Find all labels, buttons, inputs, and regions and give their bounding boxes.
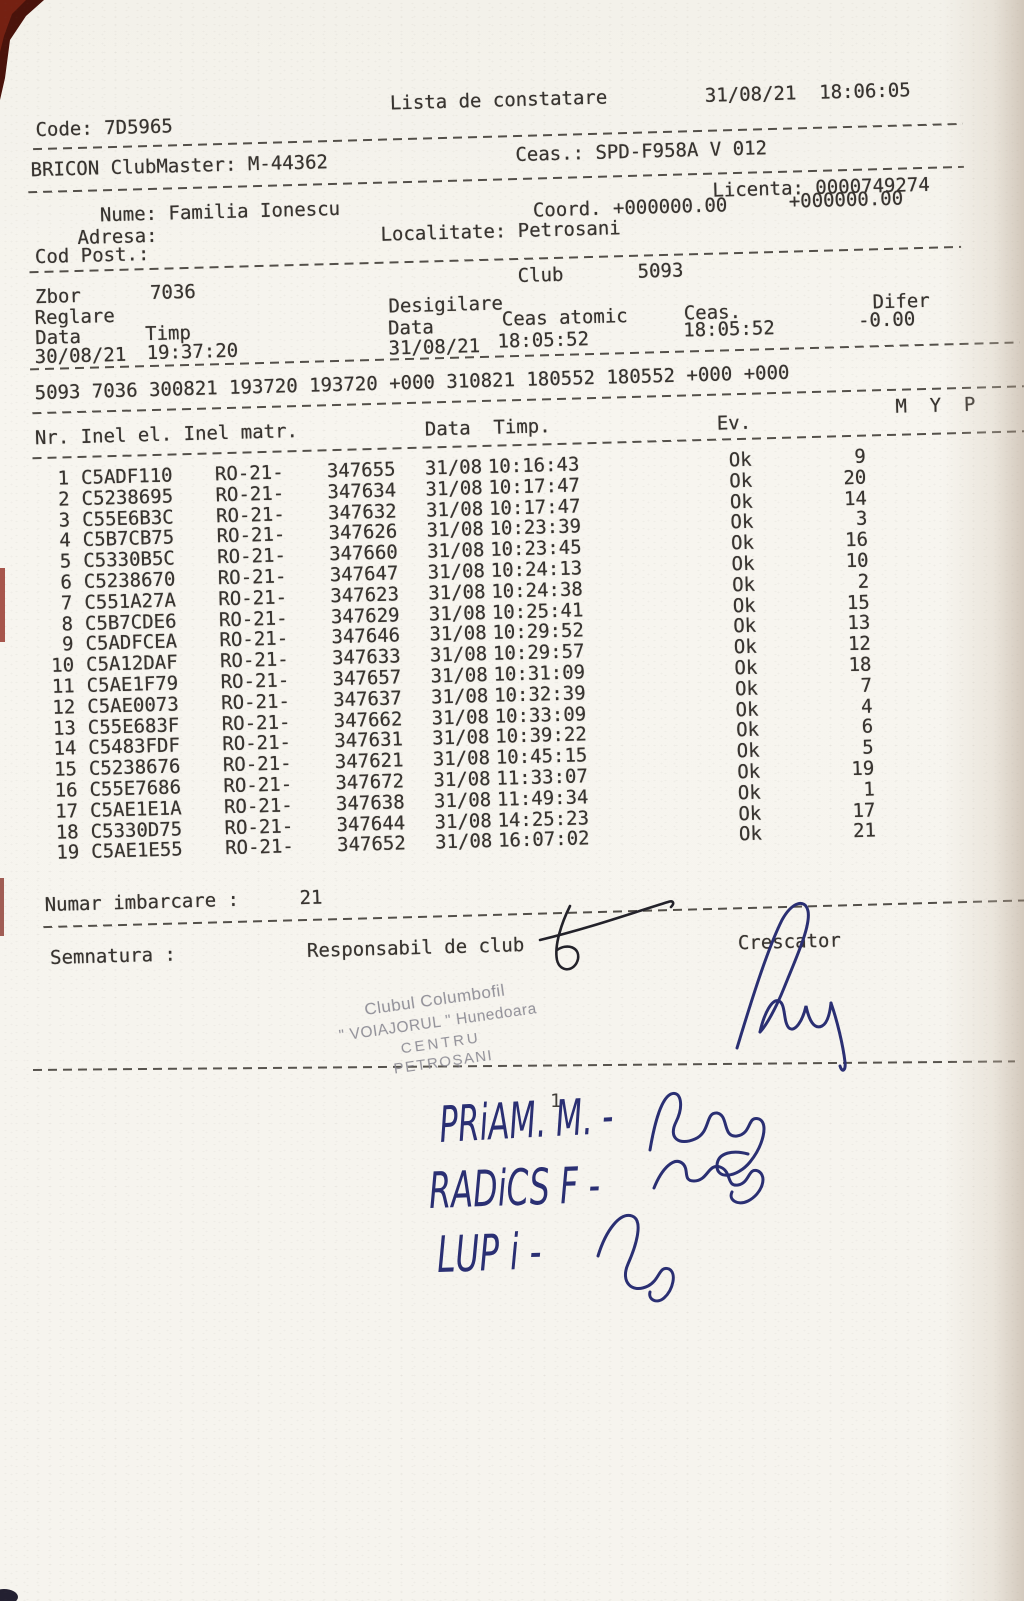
row-nr: 19 bbox=[56, 841, 80, 865]
responsabil-label: Responsabil de club bbox=[306, 934, 525, 962]
row-ev: Ok bbox=[736, 739, 760, 763]
row-ord: 21 bbox=[852, 819, 877, 843]
zbor-label: Zbor bbox=[34, 284, 82, 309]
row-ev: Ok bbox=[735, 698, 759, 721]
club-label: Club bbox=[517, 263, 564, 288]
numar-imbarcare-value: 21 bbox=[299, 886, 323, 910]
row-ev: Ok bbox=[738, 822, 763, 846]
row-ev: Ok bbox=[728, 448, 752, 472]
clock-device-field: Ceas.: SPD-F958A V 012 bbox=[515, 137, 768, 167]
row-ev: Ok bbox=[729, 490, 754, 513]
desigilare-label: Desigilare bbox=[388, 292, 504, 318]
row-timp: 16:07:02 bbox=[497, 827, 590, 853]
coord2-field: +000000.00 bbox=[788, 187, 904, 213]
row-data: 31/08 bbox=[428, 580, 486, 605]
page-title: Lista de constatare bbox=[389, 86, 608, 115]
club-value: 5093 bbox=[637, 259, 684, 283]
localitate-field: Localitate: Petrosani bbox=[380, 217, 621, 246]
difer-value: -0.00 bbox=[857, 308, 916, 332]
row-data: 31/08 bbox=[425, 476, 483, 501]
row-ev: Ok bbox=[730, 511, 754, 534]
row-ev: Ok bbox=[734, 677, 759, 701]
row-ev: Ok bbox=[734, 656, 758, 680]
col-header-myp: M Y P bbox=[895, 393, 976, 418]
row-nr: 12 bbox=[52, 696, 76, 719]
numar-imbarcare-label: Numar imbarcare : bbox=[44, 888, 240, 917]
row-ev: Ok bbox=[738, 802, 762, 825]
row-ev: Ok bbox=[732, 594, 756, 617]
handwritten-name-3: LUP i - bbox=[435, 1222, 543, 1284]
zbor-value: 7036 bbox=[149, 280, 197, 305]
device-field: BRICON ClubMaster: M-44362 bbox=[30, 151, 329, 182]
row-data: 31/08 bbox=[434, 830, 493, 854]
row-ev: Ok bbox=[736, 760, 761, 784]
row-data: 31/08 bbox=[430, 684, 489, 709]
nume-field: Nume: Familia Ionescu bbox=[99, 197, 341, 227]
row-inel_el: C5AE1E55 bbox=[90, 838, 184, 864]
semnatura-label: Semnatura : bbox=[49, 943, 177, 969]
crescator-label: Crescator bbox=[737, 929, 842, 955]
row-nr: 16 bbox=[54, 779, 78, 802]
col-header-left: Nr. Inel el. Inel matr. bbox=[34, 420, 299, 450]
row-nr: 6 bbox=[60, 571, 73, 594]
row-nr: 1 bbox=[57, 467, 70, 490]
row-matr: 347652 bbox=[336, 832, 407, 857]
printed-sheet: Lista de constatare 31/08/21 18:06:05 Co… bbox=[28, 79, 1024, 969]
reglare-timp: 19:37:20 bbox=[146, 339, 239, 365]
ceas-atomic-label: Ceas atomic bbox=[501, 305, 628, 331]
dashed-rule bbox=[29, 245, 962, 274]
row-ev: Ok bbox=[731, 573, 756, 597]
cod-post-label: Cod Post.: bbox=[34, 243, 150, 269]
row-ev: Ok bbox=[737, 781, 762, 804]
row-nr: 17 bbox=[54, 799, 79, 823]
ceas-value: 18:05:52 bbox=[682, 317, 776, 342]
code-field: Code: 7D5965 bbox=[35, 115, 174, 142]
row-serie: RO-21- bbox=[224, 835, 295, 860]
raw-data-line: 5093 7036 300821 193720 193720 +000 3108… bbox=[34, 361, 790, 405]
col-header-ev: Ev. bbox=[716, 411, 752, 435]
row-nr: 7 bbox=[60, 592, 73, 615]
row-nr: 2 bbox=[57, 488, 70, 511]
row-ev: Ok bbox=[735, 719, 760, 742]
row-nr: 11 bbox=[51, 675, 76, 698]
col-header-mid: Data Timp. bbox=[424, 415, 551, 441]
row-ev: Ok bbox=[733, 615, 757, 638]
print-datetime: 31/08/21 18:06:05 bbox=[704, 79, 911, 107]
handwritten-signature-3 bbox=[596, 1214, 675, 1303]
reglare-data: 30/08/21 bbox=[34, 343, 127, 369]
row-ev: Ok bbox=[733, 635, 758, 659]
row-ev: Ok bbox=[731, 552, 755, 576]
row-ev: Ok bbox=[730, 531, 755, 555]
row-ev: Ok bbox=[729, 469, 753, 493]
desigilare-ceas-atomic: 18:05:52 bbox=[497, 328, 590, 353]
row-data: 31/08 bbox=[433, 788, 492, 813]
